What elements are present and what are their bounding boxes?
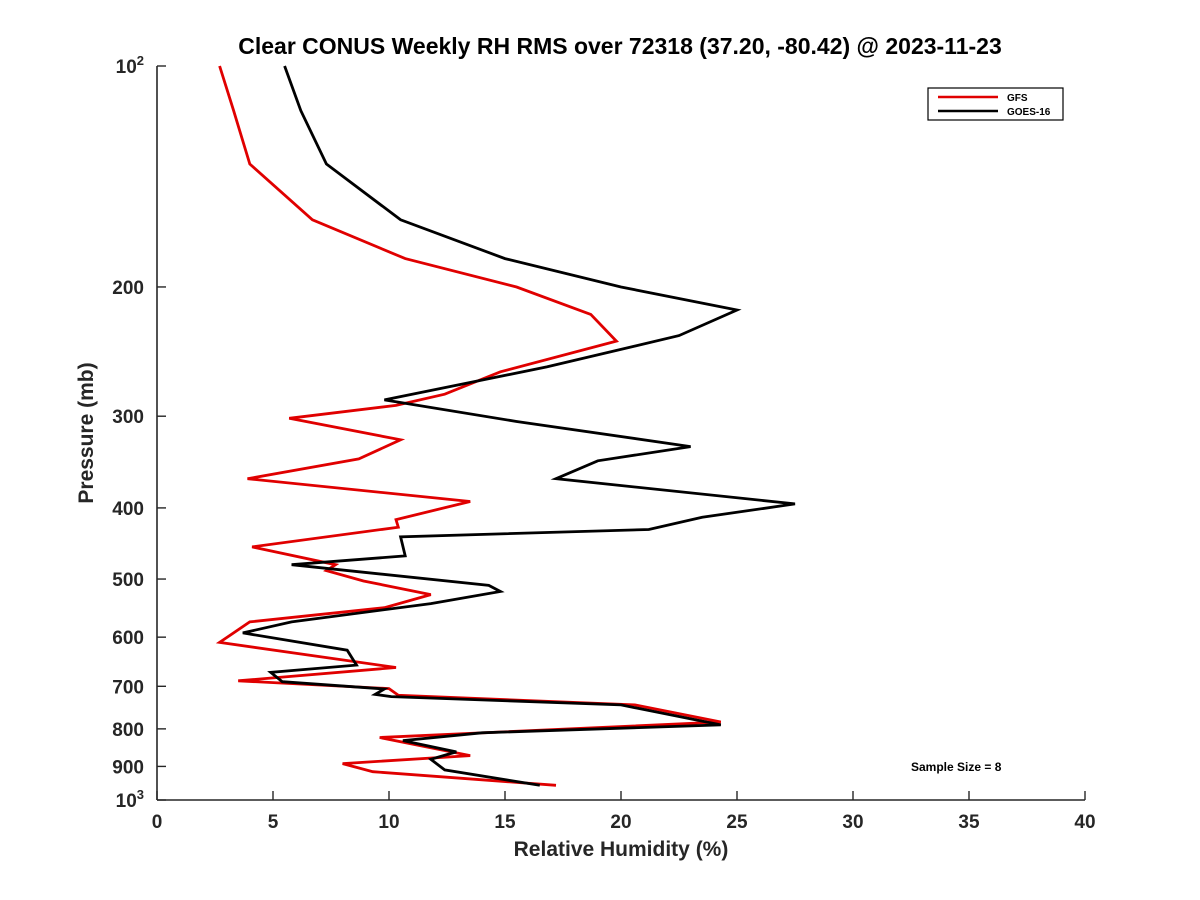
legend-label-goes16: GOES-16 xyxy=(1007,107,1051,118)
y-tick-layer: 200 300 400 500 600 700 800 900 xyxy=(112,65,166,801)
x-tick-label: 10 xyxy=(378,812,399,833)
x-tick-label: 30 xyxy=(842,812,863,833)
y-tick-label: 300 xyxy=(112,407,144,428)
plot-area xyxy=(157,66,1085,800)
series-line-gfs xyxy=(215,65,722,787)
x-tick-label: 0 xyxy=(152,812,163,833)
legend-box xyxy=(927,87,1064,121)
sample-size-annotation: Sample Size = 8 xyxy=(911,760,1002,774)
chart-title: Clear CONUS Weekly RH RMS over 72318 (37… xyxy=(238,33,1002,59)
y-tick-label: 800 xyxy=(112,720,144,741)
y-tick-label-bottom: 103 xyxy=(116,787,144,812)
y-tick-label: 200 xyxy=(112,278,144,299)
x-tick-label: 5 xyxy=(268,812,279,833)
x-tick-label: 35 xyxy=(958,812,980,833)
x-tick-label: 20 xyxy=(610,812,631,833)
series-line-goes16 xyxy=(242,65,796,787)
x-tick-layer: 0 5 10 15 20 25 30 35 40 xyxy=(152,791,1096,833)
y-axis-label: Pressure (mb) xyxy=(75,362,98,503)
y-tick-label: 400 xyxy=(112,499,144,520)
x-tick-label: 15 xyxy=(494,812,516,833)
legend-label-gfs: GFS xyxy=(1007,93,1028,104)
x-tick-label: 25 xyxy=(726,812,748,833)
y-tick-label: 700 xyxy=(112,677,144,698)
y-tick-label: 900 xyxy=(112,757,144,778)
y-tick-label-top: 102 xyxy=(116,53,144,78)
y-tick-label: 600 xyxy=(112,628,144,649)
legend: GFS GOES-16 xyxy=(927,87,1064,121)
x-axis-label: Relative Humidity (%) xyxy=(514,838,729,861)
x-tick-label: 40 xyxy=(1074,812,1095,833)
y-tick-label: 500 xyxy=(112,570,144,591)
series-layer xyxy=(215,65,796,787)
